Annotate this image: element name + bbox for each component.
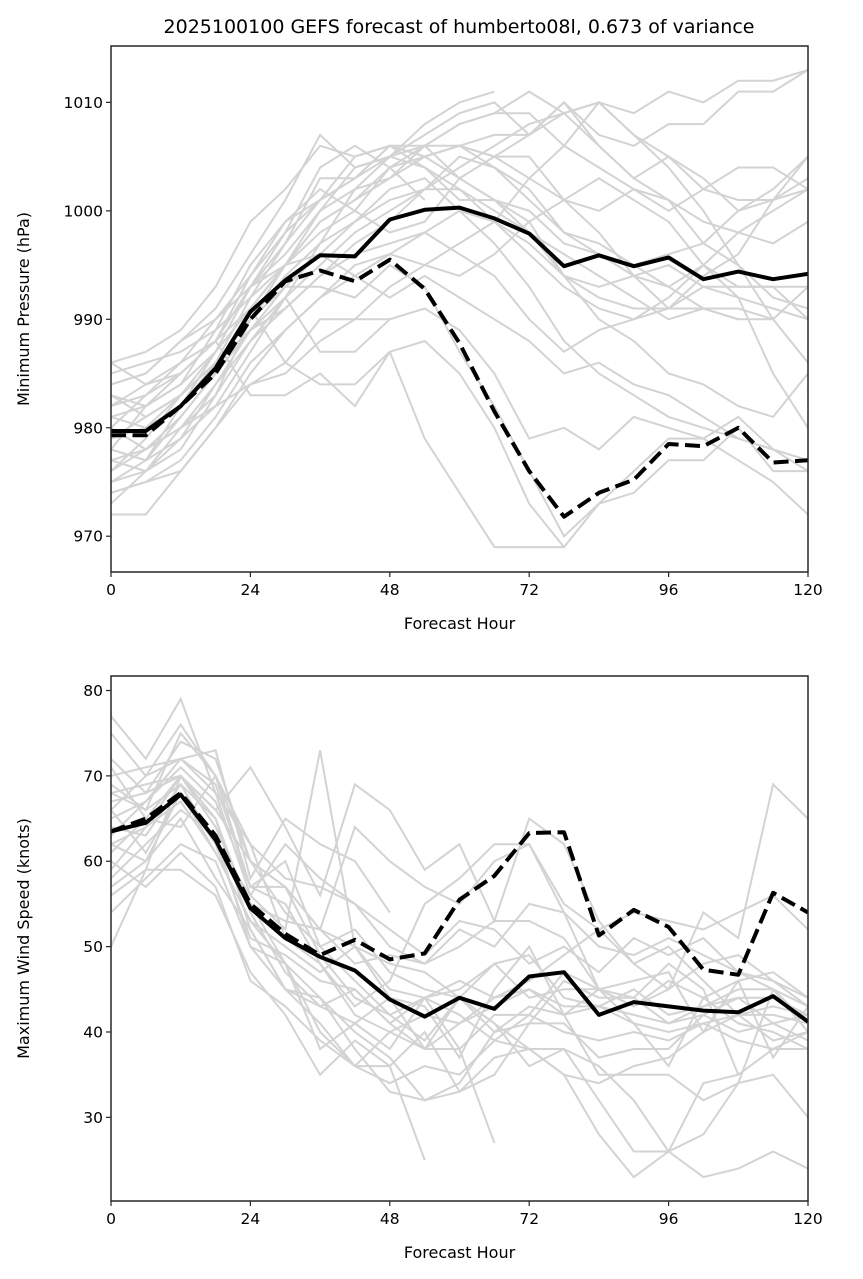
ensemble-member-line bbox=[111, 68, 808, 429]
x-tick-label: 24 bbox=[241, 581, 261, 599]
y-tick-label: 60 bbox=[83, 853, 103, 871]
ensemble-mean-line bbox=[111, 205, 808, 433]
eof-reconstruction-line bbox=[111, 257, 808, 519]
y-axis-label: Minimum Pressure (hPa) bbox=[14, 212, 33, 406]
y-tick-label: 30 bbox=[83, 1109, 103, 1127]
y-tick-label: 990 bbox=[73, 311, 103, 329]
wind-axes-frame bbox=[110, 675, 809, 1202]
pressure-panel: 0 24 48 72 96 120 970 980 990 1000 1010 Forecast Ho… bbox=[14, 45, 823, 633]
x-tick-label: 72 bbox=[519, 581, 539, 599]
ensemble-member-line bbox=[111, 155, 739, 462]
x-tick-label: 120 bbox=[793, 581, 823, 599]
ensemble-member-line bbox=[111, 100, 808, 364]
ensemble-member-line bbox=[111, 69, 808, 408]
ensemble-member-line bbox=[111, 155, 808, 473]
ensemble-member-line bbox=[111, 731, 808, 1034]
x-axis-label: Forecast Hour bbox=[404, 1243, 516, 1262]
ensemble-member-line bbox=[111, 783, 808, 1050]
x-tick-label: 0 bbox=[106, 1210, 116, 1228]
wind-plot-area bbox=[111, 696, 808, 1179]
x-tick-label: 24 bbox=[241, 1210, 261, 1228]
y-axis-label: Maximum Wind Speed (knots) bbox=[14, 818, 33, 1059]
y-tick-label: 970 bbox=[73, 528, 103, 546]
x-tick-label: 96 bbox=[659, 1210, 679, 1228]
pressure-axes-frame bbox=[110, 45, 809, 573]
ensemble-member-line bbox=[111, 144, 426, 483]
y-tick-label: 980 bbox=[73, 419, 103, 437]
ensemble-member-line bbox=[111, 868, 426, 1161]
ensemble-member-line bbox=[111, 757, 808, 1042]
y-tick-label: 80 bbox=[83, 682, 103, 700]
eof-reconstruction-line bbox=[111, 791, 808, 977]
ensemble-member-line bbox=[111, 144, 808, 472]
x-tick-label: 96 bbox=[659, 581, 679, 599]
ensemble-member-line bbox=[111, 144, 808, 451]
y-tick-label: 1000 bbox=[64, 202, 103, 220]
x-tick-label: 48 bbox=[380, 1210, 400, 1228]
x-tick-label: 72 bbox=[519, 1210, 539, 1228]
ensemble-member-line bbox=[111, 339, 808, 549]
pressure-plot-area bbox=[111, 68, 808, 549]
wind-panel: 0 24 48 72 96 120 30 40 50 60 70 80 Forecast Hour Max… bbox=[14, 675, 823, 1262]
ensemble-member-line bbox=[111, 740, 808, 1179]
x-axis-label: Forecast Hour bbox=[404, 614, 516, 633]
ensemble-member-line bbox=[111, 253, 808, 462]
ensemble-member-line bbox=[111, 263, 808, 538]
figure-title: 2025100100 GEFS forecast of humberto08l,… bbox=[164, 16, 755, 38]
ensemble-member-line bbox=[111, 800, 808, 1068]
ensemble-member-line bbox=[111, 808, 808, 1102]
y-tick-label: 40 bbox=[83, 1023, 103, 1041]
ensemble-member-line bbox=[111, 757, 808, 999]
ensemble-member-line bbox=[111, 765, 808, 991]
ensemble-member-line bbox=[111, 749, 391, 914]
ensemble-member-line bbox=[111, 144, 808, 462]
x-tick-label: 48 bbox=[380, 581, 400, 599]
ensemble-member-line bbox=[111, 851, 808, 1085]
ensemble-member-line bbox=[111, 306, 564, 549]
x-tick-label: 0 bbox=[106, 581, 116, 599]
ensemble-member-line bbox=[111, 774, 808, 1042]
y-tick-label: 1010 bbox=[64, 94, 103, 112]
y-tick-label: 50 bbox=[83, 938, 103, 956]
ensemble-member-line bbox=[111, 318, 390, 494]
y-tick-label: 70 bbox=[83, 767, 103, 785]
x-tick-label: 120 bbox=[793, 1210, 823, 1228]
